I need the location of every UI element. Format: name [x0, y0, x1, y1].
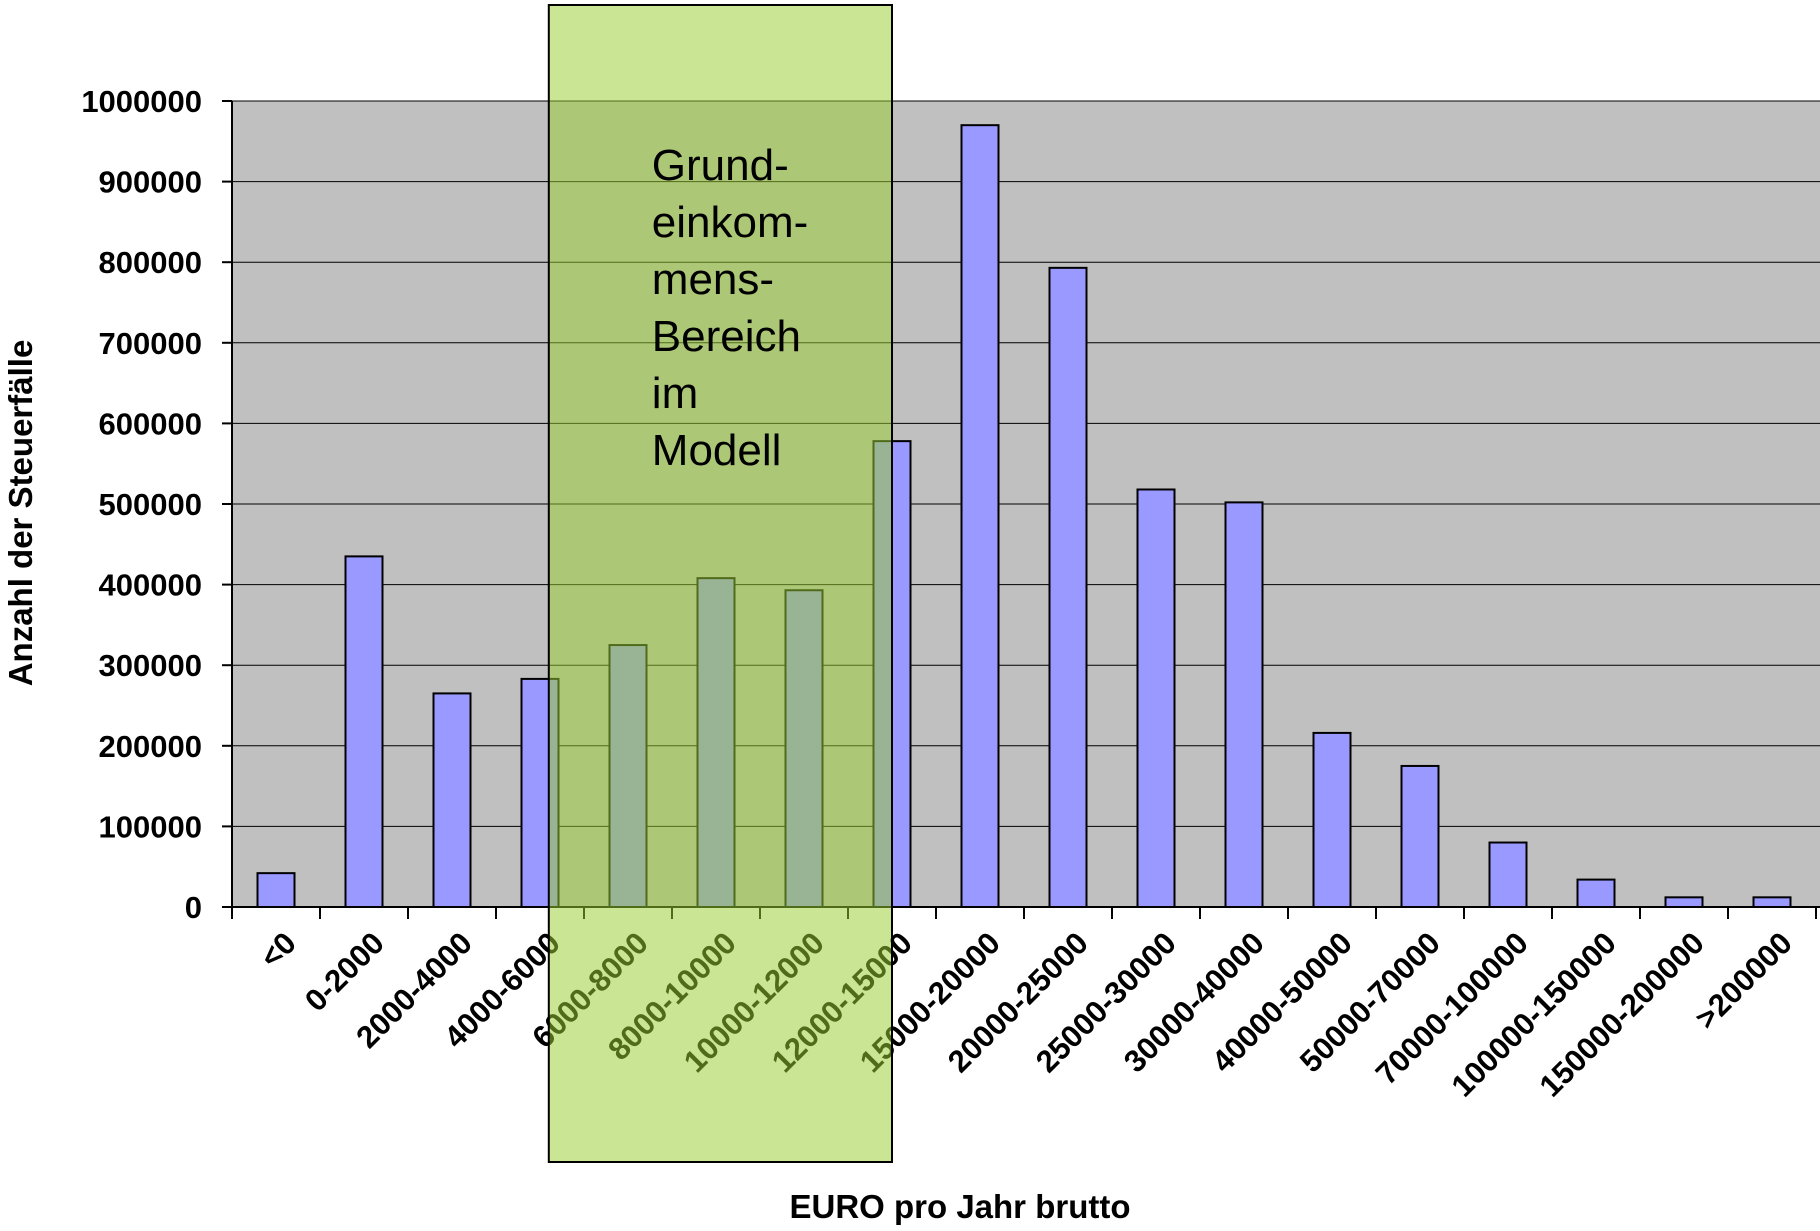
- bar-25000-30000: [1136, 488, 1176, 908]
- highlight-label-line: mens-: [652, 255, 774, 304]
- gridlines: [232, 100, 1820, 827]
- x-tick-label: >200000: [1688, 925, 1799, 1036]
- highlight-label: Grund-einkom-mens- Bereich im Modell: [652, 141, 809, 475]
- y-tick-label: 100000: [99, 809, 202, 844]
- x-tick-label: <0: [253, 925, 303, 975]
- y-axis-title: Anzahl der Steuerfälle: [2, 340, 39, 687]
- x-tick-label: 150000-200000: [1533, 925, 1711, 1103]
- y-tick-label: 500000: [99, 487, 202, 522]
- x-tick-labels: <00-20002000-40004000-60006000-80008000-…: [253, 925, 1799, 1103]
- y-tick-label: 1000000: [81, 84, 202, 119]
- x-tick-label: 70000-100000: [1369, 925, 1535, 1091]
- y-tick-label: 900000: [99, 165, 202, 200]
- bar--200000: [1752, 896, 1792, 909]
- bar-2000-4000: [432, 692, 472, 908]
- bar-20000-25000: [1048, 266, 1088, 909]
- bar--0: [256, 872, 296, 909]
- highlight-label-line: im: [652, 369, 698, 418]
- highlight-label-line: Grund-: [652, 141, 789, 190]
- y-tick-labels: 0 100000 200000 300000 400000 500000 600000 700…: [81, 84, 202, 925]
- y-tick-label: 600000: [99, 406, 202, 441]
- highlight-label-line: Modell: [652, 426, 782, 475]
- y-tick-label: 300000: [99, 648, 202, 683]
- highlight-label-line: Bereich: [652, 312, 801, 361]
- bar-0-2000: [344, 555, 384, 908]
- bar-50000-70000: [1400, 764, 1440, 909]
- bar-150000-200000: [1664, 896, 1704, 909]
- x-axis-title: EURO pro Jahr brutto: [789, 1188, 1130, 1225]
- y-tick-label: 200000: [99, 729, 202, 764]
- y-tick-label: 800000: [99, 245, 202, 280]
- bar-40000-50000: [1312, 731, 1352, 908]
- bar-15000-20000: [960, 124, 1000, 909]
- y-tick-label: 0: [185, 890, 202, 925]
- highlight-label-line: einkom-: [652, 198, 809, 247]
- bar-100000-150000: [1576, 878, 1616, 909]
- y-tick-label: 400000: [99, 568, 202, 603]
- bar-30000-40000: [1224, 501, 1264, 908]
- bar-70000-100000: [1488, 841, 1528, 909]
- y-tick-label: 700000: [99, 326, 202, 361]
- highlight-region: [547, 4, 893, 1163]
